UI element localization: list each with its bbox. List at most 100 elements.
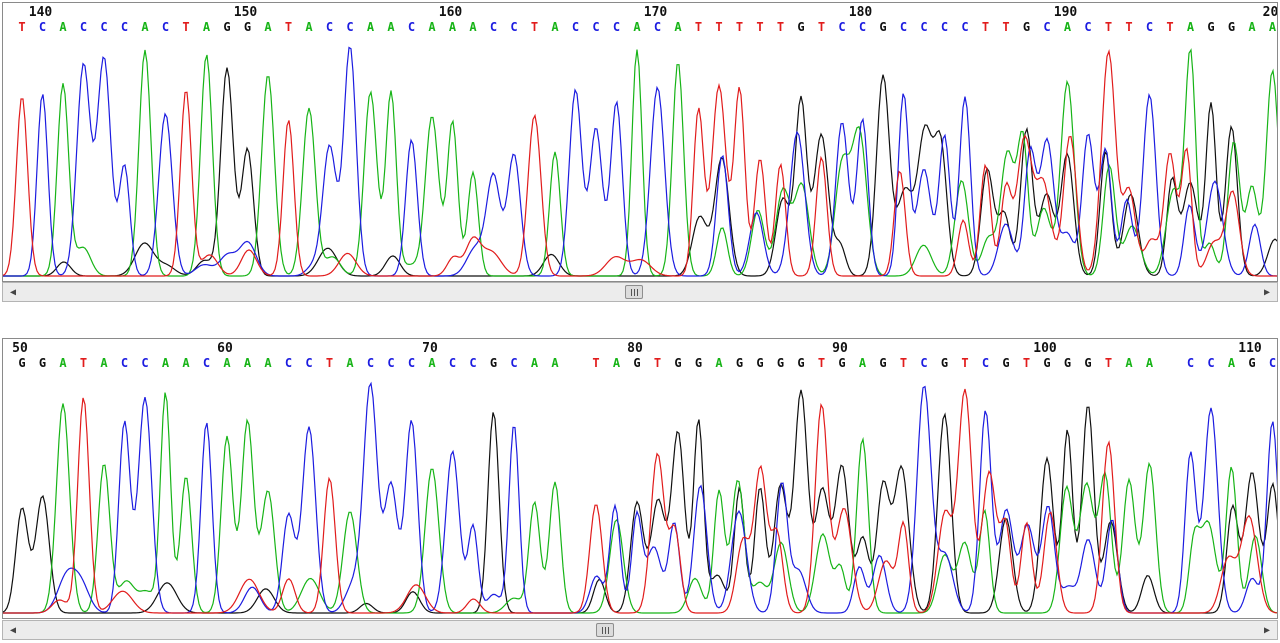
ruler-label: 80 bbox=[627, 341, 643, 356]
base-call: G bbox=[797, 20, 804, 34]
base-call: A bbox=[1146, 356, 1154, 370]
base-call: A bbox=[428, 356, 436, 370]
base-call: G bbox=[244, 20, 251, 34]
base-call: G bbox=[1064, 356, 1071, 370]
base-call: T bbox=[1125, 20, 1132, 34]
base-call: G bbox=[777, 356, 784, 370]
scrollbar-thumb-bottom[interactable] bbox=[596, 623, 614, 637]
base-call: C bbox=[592, 20, 599, 34]
base-call: T bbox=[326, 356, 333, 370]
base-call: C bbox=[469, 356, 476, 370]
base-call: C bbox=[1146, 20, 1153, 34]
base-call: C bbox=[490, 20, 497, 34]
base-call: A bbox=[1269, 20, 1277, 34]
base-call: C bbox=[326, 20, 333, 34]
base-call: G bbox=[1228, 20, 1235, 34]
ruler-label: 180 bbox=[849, 5, 873, 20]
trace-A-curve bbox=[3, 48, 1277, 277]
base-call: A bbox=[264, 20, 272, 34]
base-call: G bbox=[838, 356, 845, 370]
base-call: G bbox=[797, 356, 804, 370]
base-call: A bbox=[346, 356, 354, 370]
base-call: C bbox=[100, 20, 107, 34]
base-call: T bbox=[1002, 20, 1009, 34]
base-call: A bbox=[1125, 356, 1133, 370]
base-call: A bbox=[367, 20, 375, 34]
ruler-label: 20 bbox=[1263, 5, 1278, 20]
base-call: C bbox=[141, 356, 148, 370]
base-call: T bbox=[18, 20, 25, 34]
base-call: A bbox=[387, 20, 395, 34]
base-call: G bbox=[1002, 356, 1009, 370]
base-call: C bbox=[1187, 356, 1194, 370]
base-call: G bbox=[18, 356, 25, 370]
base-call: T bbox=[182, 20, 189, 34]
scroll-left-arrow-icon[interactable]: ◀ bbox=[9, 624, 17, 636]
base-call: A bbox=[613, 356, 621, 370]
base-call: C bbox=[572, 20, 579, 34]
base-call: A bbox=[1248, 20, 1256, 34]
trace-C-curve bbox=[3, 381, 1277, 614]
trace-A-curve bbox=[3, 392, 1277, 614]
base-call: G bbox=[1248, 356, 1255, 370]
base-call: C bbox=[387, 356, 394, 370]
base-call: C bbox=[39, 20, 46, 34]
base-call: C bbox=[920, 356, 927, 370]
base-call: T bbox=[1023, 356, 1030, 370]
base-call: A bbox=[674, 20, 682, 34]
base-call: A bbox=[551, 20, 559, 34]
base-call: T bbox=[1166, 20, 1173, 34]
scroll-left-arrow-icon[interactable]: ◀ bbox=[9, 286, 17, 298]
base-call: C bbox=[900, 20, 907, 34]
base-call: C bbox=[982, 356, 989, 370]
base-call: T bbox=[80, 356, 87, 370]
base-call: T bbox=[961, 356, 968, 370]
horizontal-scrollbar-top[interactable]: ◀ ▶ bbox=[2, 282, 1278, 302]
base-call: G bbox=[879, 356, 886, 370]
base-call: A bbox=[305, 20, 313, 34]
base-call: A bbox=[182, 356, 190, 370]
base-call: C bbox=[346, 20, 353, 34]
base-call: A bbox=[449, 20, 457, 34]
base-call: A bbox=[715, 356, 723, 370]
base-call: G bbox=[736, 356, 743, 370]
ruler-label: 50 bbox=[12, 341, 28, 356]
base-call: T bbox=[654, 356, 661, 370]
base-call: A bbox=[633, 20, 641, 34]
ruler-label: 170 bbox=[644, 5, 668, 20]
ruler-label: 160 bbox=[439, 5, 463, 20]
base-call: C bbox=[305, 356, 312, 370]
scroll-right-arrow-icon[interactable]: ▶ bbox=[1263, 624, 1271, 636]
base-call: C bbox=[1207, 356, 1214, 370]
base-call: C bbox=[80, 20, 87, 34]
base-call: G bbox=[490, 356, 497, 370]
base-call: G bbox=[1207, 20, 1214, 34]
base-call: A bbox=[1187, 20, 1195, 34]
base-call: G bbox=[695, 356, 702, 370]
base-call: C bbox=[510, 20, 517, 34]
base-call: C bbox=[920, 20, 927, 34]
base-call: C bbox=[1269, 356, 1276, 370]
ruler-label: 60 bbox=[217, 341, 233, 356]
base-call: C bbox=[1084, 20, 1091, 34]
base-call: G bbox=[223, 20, 230, 34]
base-call: C bbox=[408, 356, 415, 370]
scroll-right-arrow-icon[interactable]: ▶ bbox=[1263, 286, 1271, 298]
trace-curves-bottom bbox=[3, 381, 1277, 614]
ruler-label: 100 bbox=[1033, 341, 1057, 356]
base-call: T bbox=[1105, 356, 1112, 370]
base-call: T bbox=[777, 20, 784, 34]
base-call: G bbox=[756, 356, 763, 370]
base-call: G bbox=[1043, 356, 1050, 370]
base-call: T bbox=[531, 20, 538, 34]
base-call: C bbox=[203, 356, 210, 370]
base-call: T bbox=[1105, 20, 1112, 34]
horizontal-scrollbar-bottom[interactable]: ◀ ▶ bbox=[2, 620, 1278, 640]
scrollbar-thumb-top[interactable] bbox=[625, 285, 643, 299]
base-call: C bbox=[961, 20, 968, 34]
base-call: A bbox=[469, 20, 477, 34]
